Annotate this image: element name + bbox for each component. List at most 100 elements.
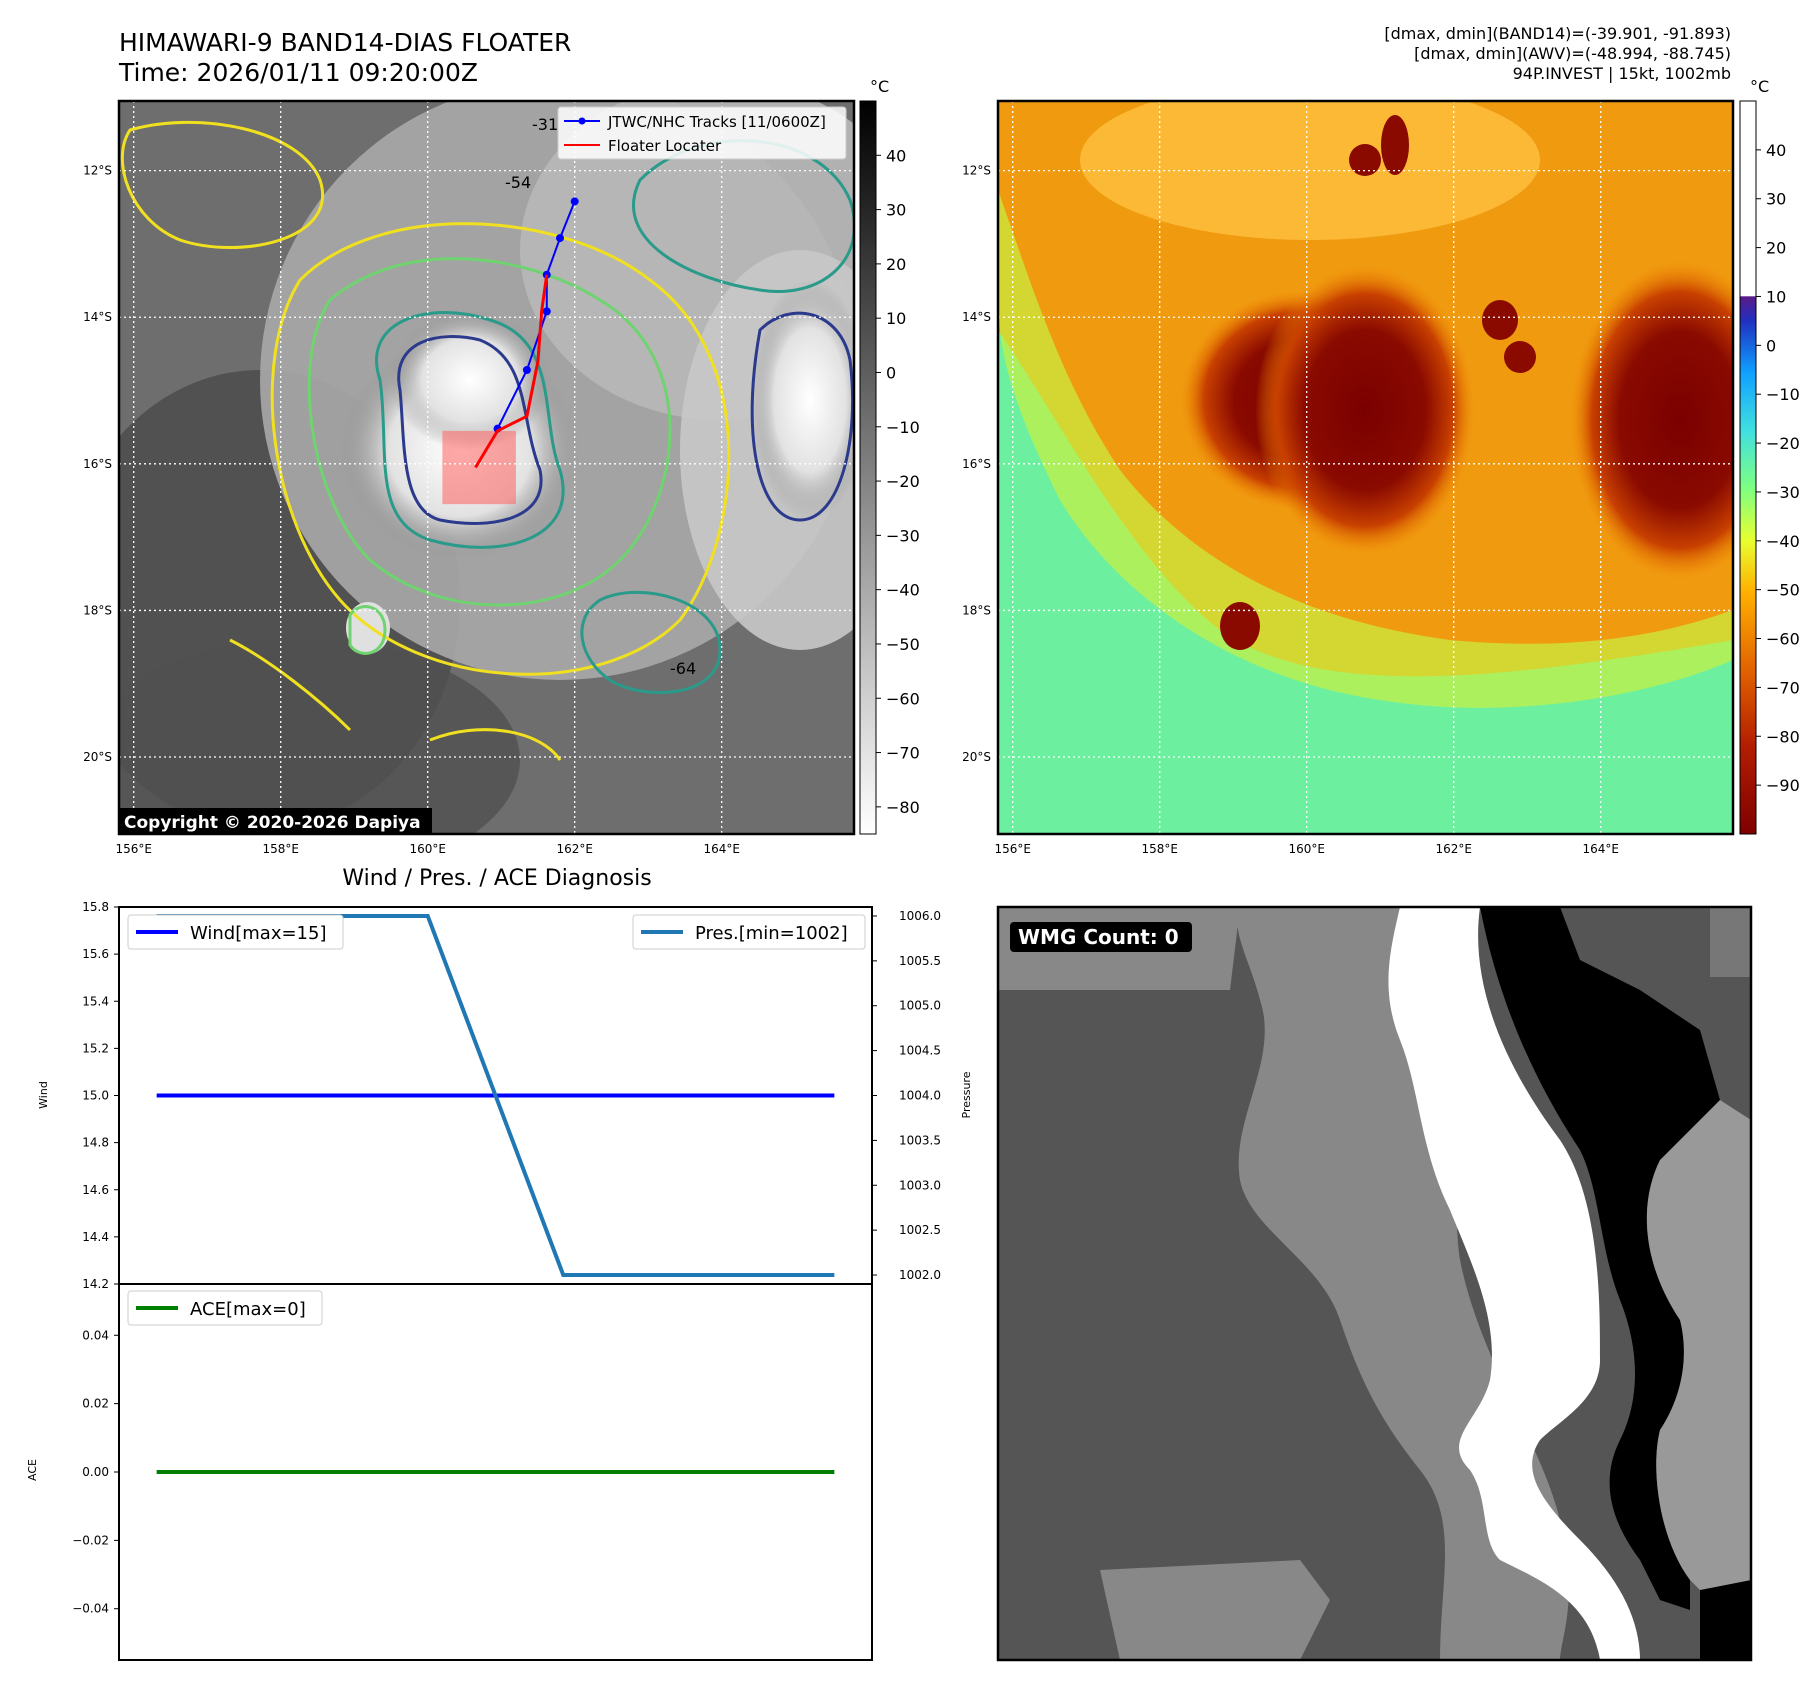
awv-dry-region bbox=[998, 330, 1733, 834]
colorbar-tick-label: 20 bbox=[1766, 239, 1786, 258]
ir-map-frame bbox=[117, 99, 856, 836]
wind-legend: Wind[max=15] bbox=[127, 914, 344, 950]
wmg-mid-region bbox=[1100, 1560, 1330, 1660]
map-gridlines bbox=[119, 101, 854, 834]
ace-legend: ACE[max=0] bbox=[127, 1290, 323, 1326]
stats-awv: [dmax, dmin](AWV)=(-48.994, -88.745) bbox=[1414, 44, 1731, 63]
wmg-count-box bbox=[1010, 922, 1192, 952]
track-legend-box bbox=[557, 106, 847, 160]
contour-label: -64 bbox=[670, 659, 696, 678]
lat-tick-label: 14°S bbox=[83, 310, 112, 324]
track-point bbox=[522, 366, 531, 375]
lat-tick-label: 12°S bbox=[83, 164, 112, 178]
awv-map-panel: 156°E 158°E 160°E 162°E 164°E 12°S 14°S 16°S 18°… bbox=[962, 99, 1735, 856]
lon-tick-label: 164°E bbox=[703, 842, 740, 856]
jtwc-track-points bbox=[493, 197, 579, 433]
ir-map-panel: -54 -64 -31 Copyright © 2020-2026 Dapiya… bbox=[83, 99, 856, 856]
pressure-legend-box bbox=[632, 914, 866, 950]
colorbar-tick-label: 10 bbox=[886, 309, 906, 328]
legend-track-label: JTWC/NHC Tracks [11/0600Z] bbox=[607, 113, 826, 131]
colorbar-tick-label: −70 bbox=[886, 744, 920, 763]
figure-title: HIMAWARI-9 BAND14-DIAS FLOATER bbox=[119, 28, 571, 57]
wind-tick-label: 14.4 bbox=[82, 1230, 109, 1244]
ir-colorbar-scale bbox=[859, 100, 877, 835]
stats-storm: 94P.INVEST | 15kt, 1002mb bbox=[1513, 64, 1731, 83]
wind-tick-label: 15.8 bbox=[82, 900, 109, 914]
wind-tick-label: 15.6 bbox=[82, 947, 109, 961]
contour-minus-31 bbox=[348, 605, 387, 655]
colorbar-tick-label: −20 bbox=[886, 472, 920, 491]
contour-label: -31 bbox=[532, 115, 558, 134]
wind-tick-label: 15.2 bbox=[82, 1041, 109, 1055]
colorbar-tick-label: −50 bbox=[1766, 581, 1800, 600]
wmg-corner bbox=[1710, 907, 1751, 977]
wmg-black-region bbox=[1700, 1580, 1751, 1660]
pressure-tick-label: 1005.0 bbox=[899, 999, 941, 1013]
awv-moist-area bbox=[1080, 101, 1540, 240]
wind-ticks: 15.8 15.6 15.4 15.2 15.0 14.8 14.6 14.4 14.2 bbox=[82, 900, 119, 1291]
wind-legend-box bbox=[127, 914, 344, 950]
ace-chart: ACE 0.04 0.02 0.00 −0.02 −0.04 ACE[max=0] bbox=[26, 1283, 873, 1661]
ace-tick-label: −0.02 bbox=[72, 1533, 109, 1547]
ace-tick-label: 0.04 bbox=[82, 1328, 109, 1342]
ace-ticks: 0.04 0.02 0.00 −0.02 −0.04 bbox=[72, 1328, 119, 1616]
colorbar-tick-label: 30 bbox=[886, 201, 906, 220]
ace-axis-label: ACE bbox=[26, 1459, 39, 1481]
lon-tick-label: 158°E bbox=[262, 842, 299, 856]
ace-tick-label: −0.04 bbox=[72, 1602, 109, 1616]
wmg-white-region bbox=[1388, 907, 1640, 1660]
pressure-tick-label: 1003.5 bbox=[899, 1133, 941, 1147]
lon-tick-label: 162°E bbox=[1435, 842, 1472, 856]
awv-small-cell bbox=[1504, 341, 1536, 373]
wmg-black-region bbox=[1480, 907, 1720, 1610]
diagnosis-title: Wind / Pres. / ACE Diagnosis bbox=[342, 866, 651, 891]
wmg-count-label: WMG Count: 0 bbox=[1018, 925, 1179, 949]
contour-minus-54 bbox=[375, 311, 565, 549]
colorbar-tick-label: −80 bbox=[886, 798, 920, 817]
colorbar-tick-label: −90 bbox=[1766, 776, 1800, 795]
awv-colorbar-scale bbox=[1739, 100, 1757, 835]
awv-colorbar-ticks: 40 30 20 10 0 −10 −20 −30 −40 −50 −60 −70 −80 −90 bbox=[1756, 141, 1800, 795]
colorbar-tick-label: −60 bbox=[1766, 630, 1800, 649]
pressure-tick-label: 1002.0 bbox=[899, 1268, 941, 1282]
contour-minus-64 bbox=[397, 335, 543, 525]
pressure-tick-label: 1005.5 bbox=[899, 954, 941, 968]
colorbar-tick-label: 0 bbox=[1766, 336, 1776, 355]
awv-small-cell bbox=[1381, 115, 1409, 175]
colorbar-tick-label: 30 bbox=[1766, 190, 1786, 209]
pressure-axis-label: Pressure bbox=[960, 1071, 973, 1118]
lat-tick-label: 14°S bbox=[962, 310, 991, 324]
track-point bbox=[570, 197, 579, 206]
pressure-tick-label: 1002.5 bbox=[899, 1223, 941, 1237]
ir-convective-core bbox=[390, 310, 550, 450]
colorbar-tick-label: −60 bbox=[886, 689, 920, 708]
colorbar-tick-label: 0 bbox=[886, 363, 896, 382]
wind-tick-label: 14.8 bbox=[82, 1136, 109, 1150]
lat-tick-label: 16°S bbox=[83, 457, 112, 471]
ir-colorbar-unit: °C bbox=[870, 77, 889, 96]
colorbar-tick-label: −50 bbox=[886, 635, 920, 654]
pressure-tick-label: 1003.0 bbox=[899, 1178, 941, 1192]
lat-tick-label: 20°S bbox=[83, 750, 112, 764]
lon-tick-label: 162°E bbox=[556, 842, 593, 856]
awv-small-cell bbox=[1220, 602, 1260, 650]
colorbar-tick-label: −10 bbox=[886, 418, 920, 437]
map-gridlines bbox=[998, 101, 1733, 834]
floater-locater-box bbox=[442, 430, 516, 505]
wmg-mid-region bbox=[1646, 1100, 1751, 1590]
track-legend: JTWC/NHC Tracks [11/0600Z] Floater Locat… bbox=[557, 106, 847, 160]
colorbar-tick-label: −30 bbox=[1766, 483, 1800, 502]
lon-tick-label: 156°E bbox=[994, 842, 1031, 856]
contour-yellow bbox=[229, 638, 352, 732]
lon-tick-label: 158°E bbox=[1141, 842, 1178, 856]
colorbar-tick-label: −10 bbox=[1766, 385, 1800, 404]
colorbar-tick-label: 20 bbox=[886, 255, 906, 274]
awv-map-frame bbox=[996, 99, 1735, 836]
colorbar-tick-label: 10 bbox=[1766, 287, 1786, 306]
ir-map-axis-labels: 156°E 158°E 160°E 162°E 164°E 12°S 14°S 16°S 18°… bbox=[83, 164, 740, 856]
wmg-frame bbox=[996, 905, 1753, 1662]
pressure-tick-label: 1006.0 bbox=[899, 909, 941, 923]
ace-tick-label: 0.00 bbox=[82, 1465, 109, 1479]
awv-small-cell bbox=[1482, 300, 1518, 340]
